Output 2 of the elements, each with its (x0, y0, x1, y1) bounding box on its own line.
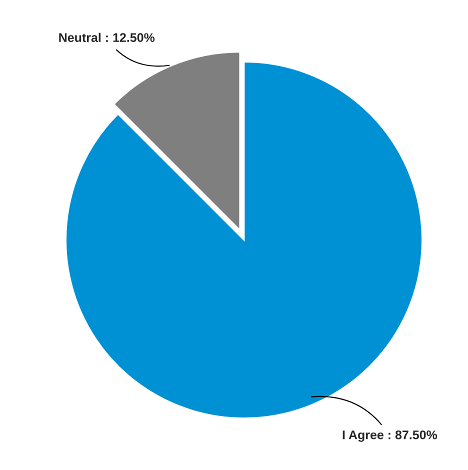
slice-label: Neutral : 12.50% (59, 32, 155, 42)
slice-label: I Agree : 87.50% (342, 430, 438, 442)
